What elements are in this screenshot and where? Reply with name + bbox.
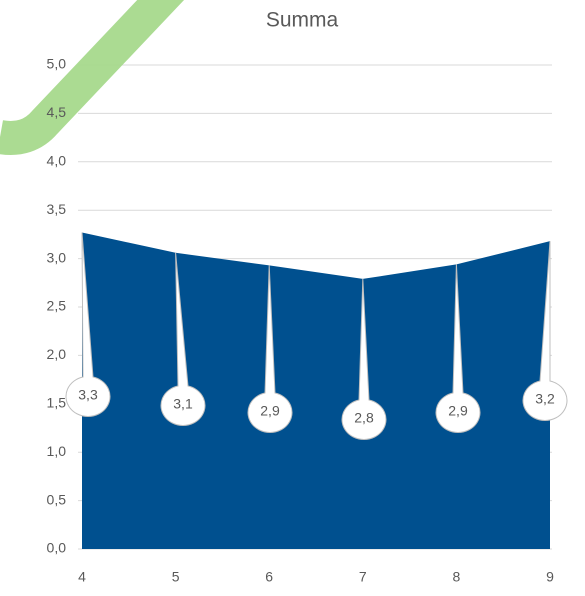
y-tick-label: 3,0 bbox=[47, 249, 67, 265]
y-tick-label: 0,0 bbox=[47, 540, 67, 556]
callout bbox=[435, 264, 481, 433]
callout bbox=[247, 265, 293, 433]
tick-layer: 0,0 0,5 1,0 1,5 2,0 2,5 3,0 3,5 4,0 4,5 5,0 4 5 6 7 8 9 bbox=[47, 56, 555, 585]
callout bbox=[160, 252, 206, 426]
y-tick-label: 2,0 bbox=[47, 346, 67, 362]
callout bbox=[522, 241, 568, 421]
x-tick-label: 7 bbox=[359, 569, 367, 585]
callout bbox=[65, 232, 111, 417]
y-tick-label: 5,0 bbox=[47, 56, 67, 72]
y-tick-label: 2,5 bbox=[47, 298, 67, 314]
callout bbox=[341, 278, 387, 440]
y-tick-label: 1,0 bbox=[47, 443, 67, 459]
decoration-swoosh bbox=[0, 0, 185, 155]
y-tick-label: 0,5 bbox=[47, 491, 67, 507]
label-layer: 3,3 3,1 2,9 2,8 2,9 3,2 bbox=[65, 232, 568, 440]
data-label: 3,1 bbox=[173, 396, 193, 412]
x-tick-label: 6 bbox=[265, 569, 273, 585]
data-label: 3,2 bbox=[535, 391, 555, 407]
y-tick-label: 1,5 bbox=[47, 395, 67, 411]
data-label: 2,9 bbox=[448, 403, 468, 419]
y-tick-label: 4,0 bbox=[47, 153, 67, 169]
x-tick-label: 5 bbox=[172, 569, 180, 585]
data-label: 2,8 bbox=[354, 410, 374, 426]
x-tick-label: 9 bbox=[546, 569, 554, 585]
data-label: 3,3 bbox=[78, 387, 98, 403]
area-layer bbox=[82, 232, 550, 550]
y-tick-label: 3,5 bbox=[47, 201, 67, 217]
x-tick-label: 8 bbox=[453, 569, 461, 585]
area bbox=[82, 232, 550, 550]
x-tick-label: 4 bbox=[78, 569, 86, 585]
y-tick-label: 4,5 bbox=[47, 104, 67, 120]
chart-title: Summa bbox=[266, 9, 339, 32]
data-label: 2,9 bbox=[260, 403, 280, 419]
